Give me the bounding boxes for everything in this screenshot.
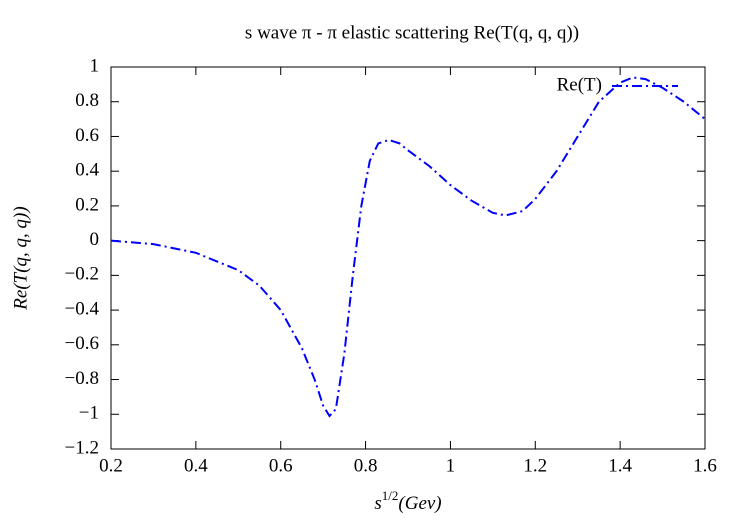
y-tick-label: −0.6 [65, 333, 99, 354]
y-tick-label: −0.4 [65, 298, 100, 319]
x-axis-label: s1/2(Gev) [374, 488, 441, 514]
y-axis-label: Re(T(q, q, q)) [10, 206, 31, 310]
y-tick-label: −0.2 [65, 264, 99, 285]
y-tick-label: 0.2 [75, 194, 99, 215]
x-label-rest: (Gev) [398, 493, 441, 514]
y-tick-label: −0.8 [65, 368, 99, 389]
x-tick-label: 1 [446, 455, 456, 476]
plot-frame [110, 66, 706, 450]
y-tick-label: 0.6 [75, 125, 99, 146]
x-tick-label: 0.6 [269, 455, 293, 476]
y-tick-label: 0.8 [75, 90, 99, 111]
chart-title: s wave π - π elastic scattering Re(T(q, … [245, 22, 579, 43]
x-tick-label: 1.2 [523, 455, 547, 476]
x-tick-label: 0.8 [354, 455, 378, 476]
y-tick-label: 0.4 [75, 160, 99, 181]
y-tick-label: 0 [90, 229, 100, 250]
data-line [110, 76, 706, 418]
y-tick-label: 1 [90, 55, 100, 76]
x-label-base: s [374, 493, 381, 514]
x-tick-label: 1.6 [693, 455, 717, 476]
y-tick-label: −1 [79, 403, 99, 424]
y-tick-label: −1.2 [65, 437, 99, 458]
x-tick-label: 1.4 [608, 455, 632, 476]
x-tick-label: 0.4 [184, 455, 208, 476]
x-tick-label: 0.2 [99, 455, 123, 476]
legend-label: Re(T) [557, 74, 602, 95]
x-label-sup: 1/2 [382, 488, 399, 503]
